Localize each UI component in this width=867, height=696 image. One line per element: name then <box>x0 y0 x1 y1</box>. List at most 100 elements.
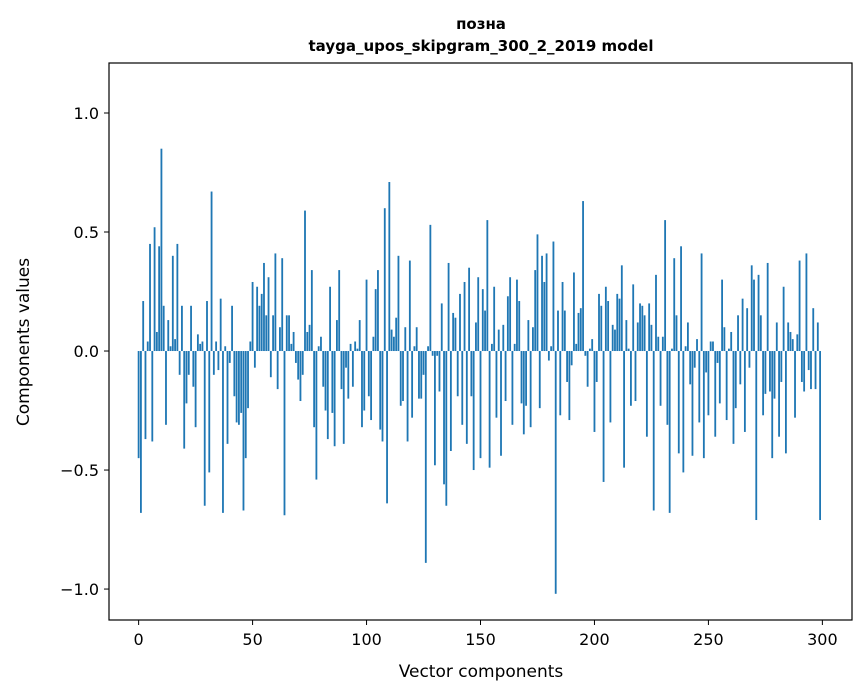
bar <box>253 351 256 368</box>
bar <box>655 274 657 352</box>
y-axis-label: Components values <box>14 258 34 426</box>
bar <box>730 331 733 352</box>
bar <box>336 320 338 352</box>
bar <box>372 336 375 352</box>
bar <box>538 351 541 409</box>
bar <box>461 351 464 425</box>
bar <box>705 351 708 373</box>
bar <box>142 301 145 352</box>
bar <box>588 348 591 352</box>
bar <box>386 351 388 504</box>
bar <box>338 270 341 352</box>
bar <box>746 308 749 352</box>
bar <box>554 351 557 594</box>
bar <box>256 286 259 352</box>
bar <box>219 298 222 352</box>
bar <box>525 351 527 406</box>
bar <box>354 341 357 352</box>
y-tick-label: 1.0 <box>74 104 99 123</box>
bar <box>716 351 719 363</box>
bar <box>288 315 290 352</box>
bar <box>475 322 477 352</box>
bar <box>559 351 562 416</box>
bar <box>363 351 366 411</box>
bar <box>557 310 559 352</box>
bar <box>315 351 318 480</box>
bar <box>769 351 771 392</box>
x-tick-label: 0 <box>134 630 144 649</box>
bar <box>566 351 569 382</box>
bar <box>183 351 186 449</box>
bar <box>279 327 281 352</box>
bar <box>643 315 646 352</box>
bar <box>673 258 676 352</box>
bar <box>486 220 489 352</box>
bar <box>358 320 361 352</box>
bar <box>794 351 796 418</box>
bar <box>511 351 514 425</box>
bar <box>434 351 436 466</box>
bar <box>753 279 755 352</box>
bar <box>370 351 373 421</box>
bar <box>317 346 320 352</box>
bar <box>406 351 409 442</box>
bar <box>361 351 363 428</box>
bar <box>463 281 466 352</box>
bar <box>803 351 806 392</box>
bar <box>224 346 227 352</box>
bar <box>454 317 457 352</box>
bar <box>340 351 343 390</box>
bar <box>698 351 701 423</box>
bar <box>668 351 671 513</box>
bar <box>165 351 167 425</box>
bar <box>285 315 288 352</box>
bar <box>634 351 637 402</box>
bar <box>764 351 767 394</box>
x-axis-ticks: 0 50 100 150 200 250 300 <box>134 620 838 649</box>
bar <box>787 322 790 352</box>
bar <box>725 351 728 421</box>
bar <box>206 301 208 352</box>
bar <box>766 262 769 352</box>
bar <box>495 351 498 418</box>
plot-frame <box>108 62 853 621</box>
bar <box>208 351 211 473</box>
bar <box>805 253 808 352</box>
bar <box>320 336 322 352</box>
bar <box>611 324 614 352</box>
bar <box>550 346 553 352</box>
bar <box>748 351 751 368</box>
bar <box>294 351 297 363</box>
bar <box>290 343 293 352</box>
bar <box>388 182 391 352</box>
bar <box>675 315 678 352</box>
bar <box>217 351 220 371</box>
bar <box>365 279 368 352</box>
bar <box>645 351 648 437</box>
bar <box>784 351 787 454</box>
bar <box>789 331 792 352</box>
bar <box>771 351 774 459</box>
bar <box>648 303 651 352</box>
bar <box>399 351 402 406</box>
bar <box>782 286 785 352</box>
bar <box>732 351 735 444</box>
bar <box>529 351 532 428</box>
bar <box>247 351 249 409</box>
bar <box>456 351 459 397</box>
bar <box>541 255 543 352</box>
bar <box>684 346 687 352</box>
bar <box>304 210 306 352</box>
bar <box>408 260 411 352</box>
bar <box>516 279 518 352</box>
bar <box>301 351 304 375</box>
bar <box>600 305 603 352</box>
bar <box>757 274 760 352</box>
bar <box>577 312 580 352</box>
bar <box>176 243 179 352</box>
bar <box>502 324 505 352</box>
bar <box>814 351 817 390</box>
bar <box>276 351 279 390</box>
bar <box>249 341 252 352</box>
bar <box>190 305 192 352</box>
